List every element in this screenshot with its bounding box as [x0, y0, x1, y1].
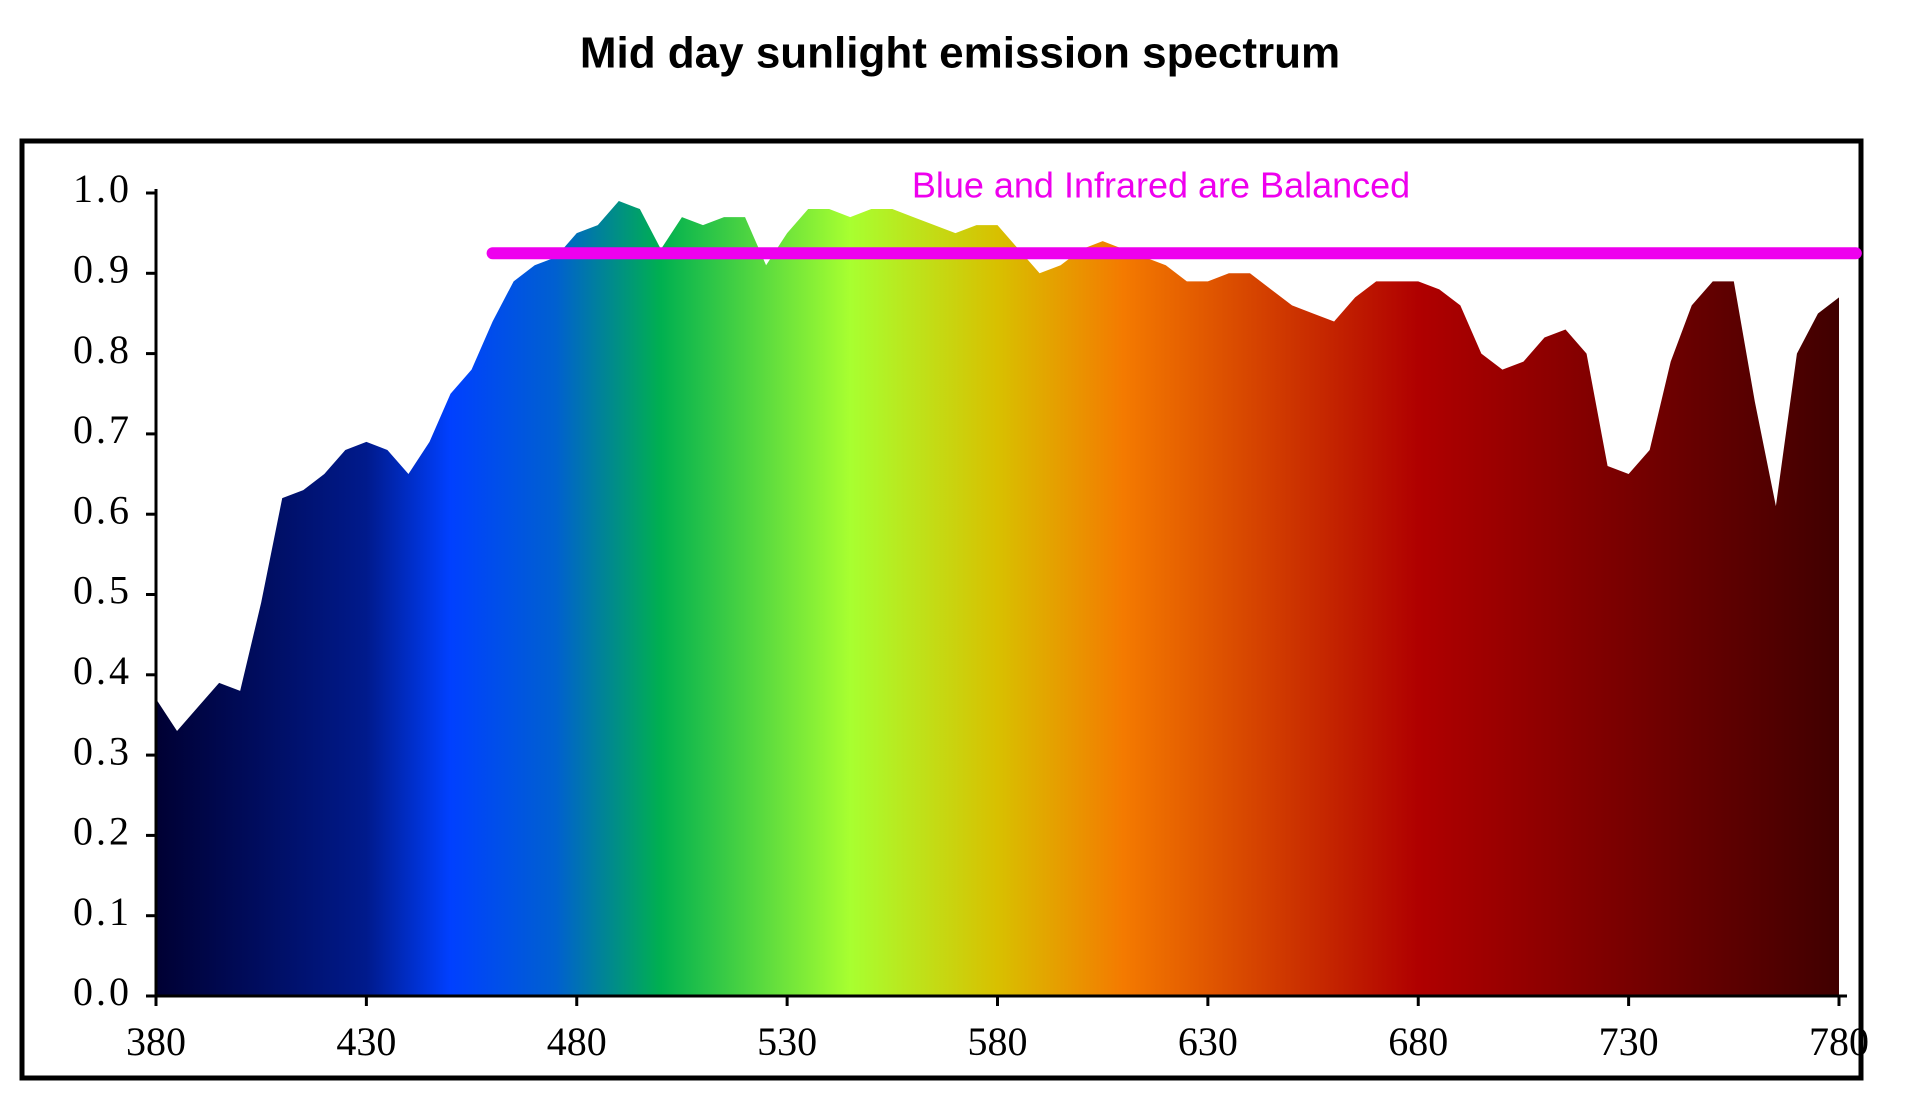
- y-tick-label: 0.5: [73, 568, 132, 613]
- y-tick-label: 0.7: [73, 407, 132, 452]
- y-tick-label: 0.2: [73, 809, 132, 854]
- x-tick-label: 430: [336, 1019, 396, 1064]
- y-tick-label: 0.6: [73, 487, 132, 532]
- x-tick-label: 780: [1809, 1019, 1869, 1064]
- chart-title: Mid day sunlight emission spectrum: [580, 29, 1340, 78]
- y-tick-label: 0.9: [73, 246, 132, 291]
- x-tick-label: 730: [1599, 1019, 1659, 1064]
- y-tick-label: 0.0: [73, 969, 132, 1014]
- y-tick-label: 1.0: [73, 166, 132, 211]
- x-tick-label: 480: [547, 1019, 607, 1064]
- x-tick-label: 580: [968, 1019, 1028, 1064]
- y-tick-label: 0.1: [73, 889, 132, 934]
- x-tick-label: 630: [1178, 1019, 1238, 1064]
- y-tick-label: 0.3: [73, 728, 132, 773]
- y-tick-label: 0.4: [73, 648, 132, 693]
- y-tick-label: 0.8: [73, 327, 132, 372]
- annotation: Blue and Infrared are Balanced: [912, 165, 1410, 206]
- x-tick-label: 530: [757, 1019, 817, 1064]
- x-tick-label: 380: [126, 1019, 186, 1064]
- x-tick-label: 680: [1388, 1019, 1448, 1064]
- spectrum-area: [156, 201, 1839, 996]
- chart-frame: [19, 138, 1864, 1081]
